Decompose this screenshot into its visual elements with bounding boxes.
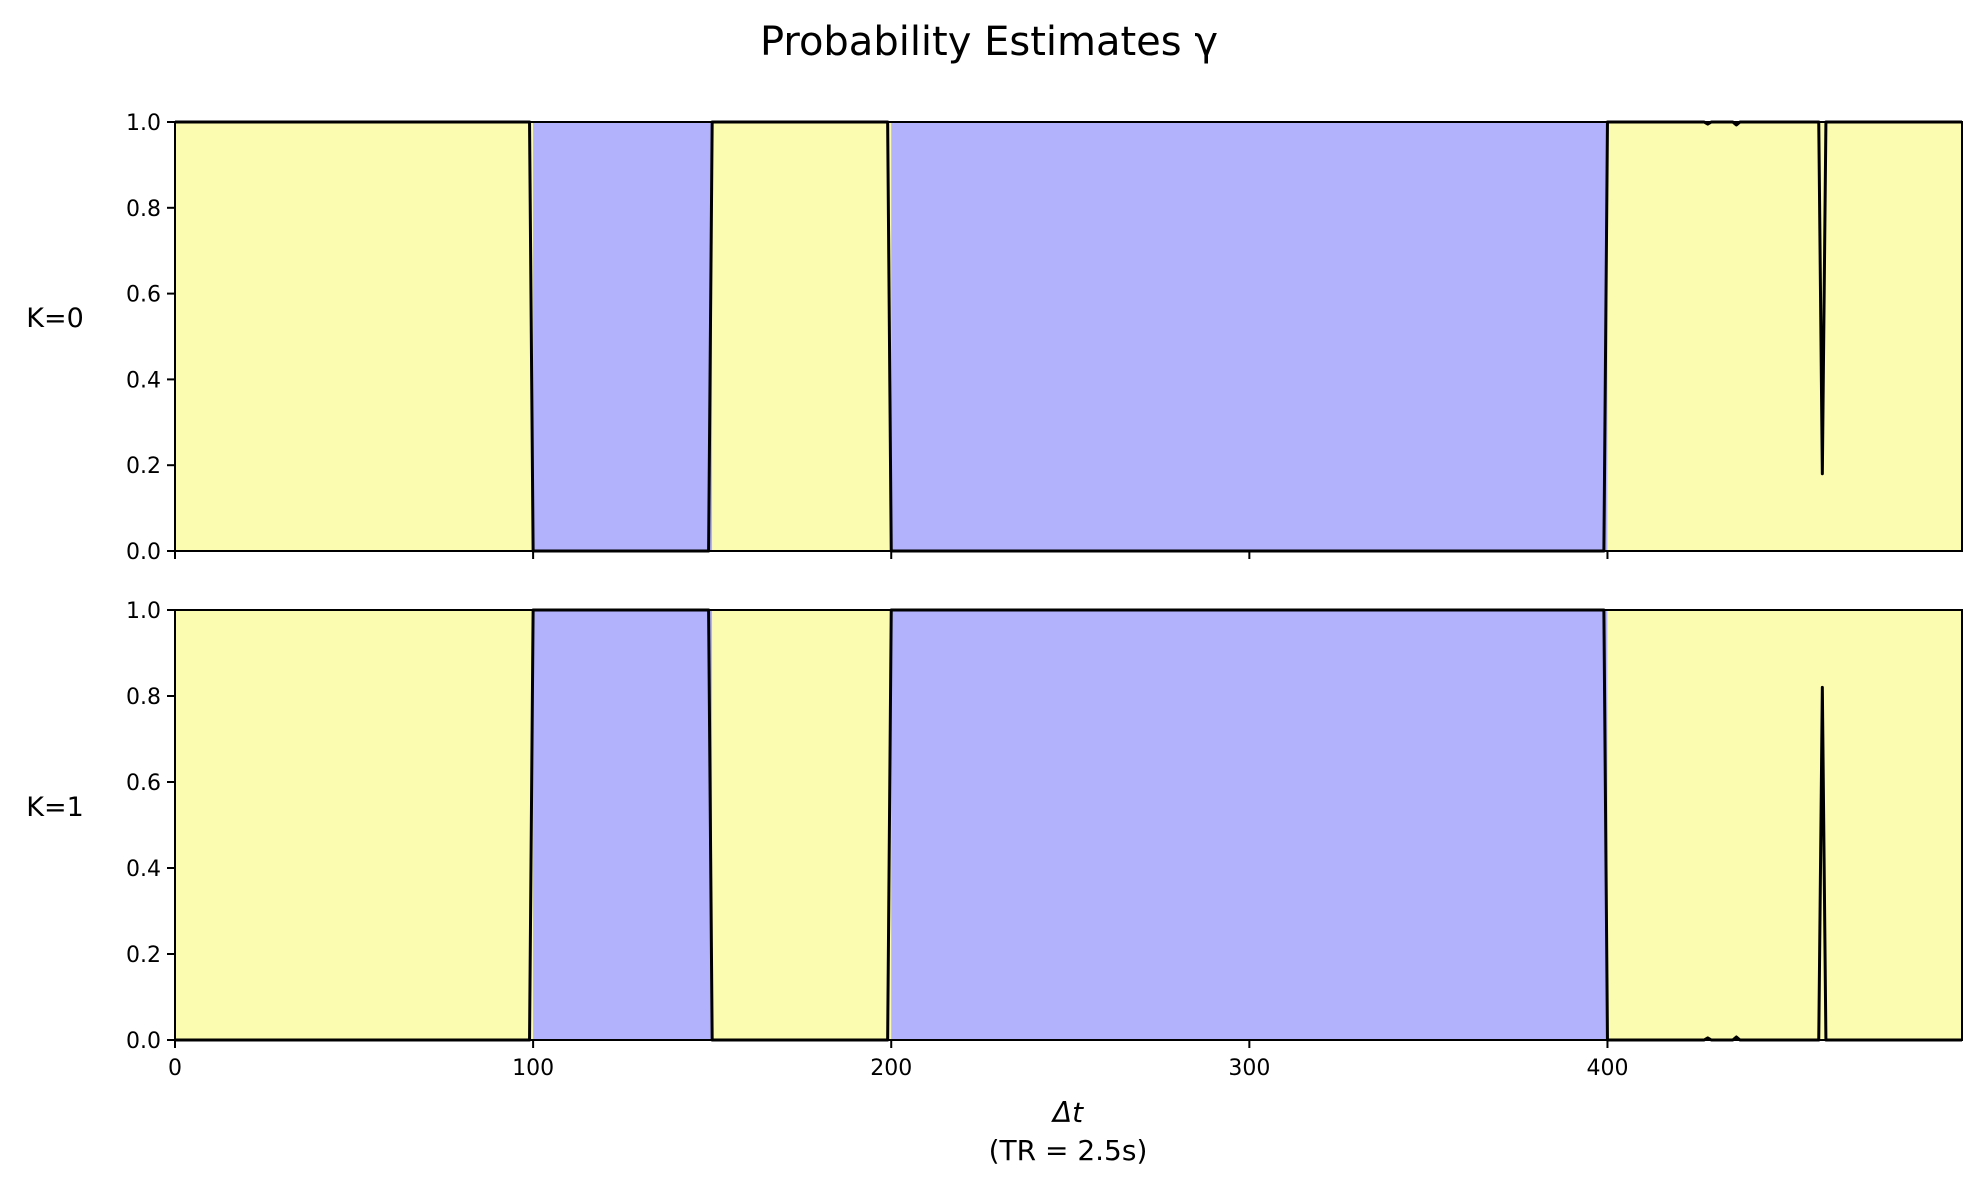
x-axis-sublabel: (TR = 2.5s): [989, 1134, 1148, 1167]
state-segment-k0-2: [712, 122, 892, 551]
x-tick-label: 0: [168, 1056, 182, 1081]
y-tick-label-k1: 0.6: [126, 771, 161, 796]
state-segment-k0-1: [533, 122, 713, 551]
y-tick-label-k1: 0.2: [126, 943, 161, 968]
state-segment-k1-4: [1607, 610, 1962, 1040]
state-segment-k0-0: [175, 122, 534, 551]
state-segment-k0-3: [891, 122, 1608, 551]
row-label-k0: K=0: [26, 303, 84, 334]
y-tick-label-k1: 0.4: [126, 857, 161, 882]
state-segment-k1-1: [533, 610, 713, 1040]
panel-k0: 0.0 0.2 0.4 0.6 0.8 1.0 K=0: [26, 111, 1963, 565]
panel-frame-k0: [174, 121, 1963, 552]
row-label-k1: K=1: [26, 792, 84, 823]
state-segment-k0-4: [1607, 122, 1962, 551]
state-segment-k1-0: [175, 610, 534, 1040]
panel-k1: 0.0 0.2 0.4 0.6 0.8 1.0 0 100 200 300 400 K=1: [26, 599, 1963, 1081]
x-tick-label: 400: [1586, 1056, 1628, 1081]
y-tick-label-k0: 0.0: [126, 540, 161, 565]
state-segment-k1-2: [712, 610, 892, 1040]
y-tick-label-k1: 0.8: [126, 685, 161, 710]
state-segment-k1-3: [891, 610, 1608, 1040]
y-tick-label-k1: 0.0: [126, 1029, 161, 1054]
y-tick-label-k0: 0.6: [126, 283, 161, 308]
y-tick-label-k0: 1.0: [126, 111, 161, 136]
x-axis-label: Δt: [1051, 1096, 1084, 1129]
y-tick-label-k0: 0.8: [126, 197, 161, 222]
y-tick-label-k1: 1.0: [126, 599, 161, 624]
y-tick-label-k0: 0.2: [126, 454, 161, 479]
x-tick-label: 300: [1228, 1056, 1270, 1081]
y-tick-label-k0: 0.4: [126, 368, 161, 393]
chart-title: Probability Estimates γ: [760, 19, 1218, 65]
x-tick-label: 100: [512, 1056, 554, 1081]
x-tick-label: 200: [870, 1056, 912, 1081]
panel-frame-k1: [174, 609, 1963, 1041]
